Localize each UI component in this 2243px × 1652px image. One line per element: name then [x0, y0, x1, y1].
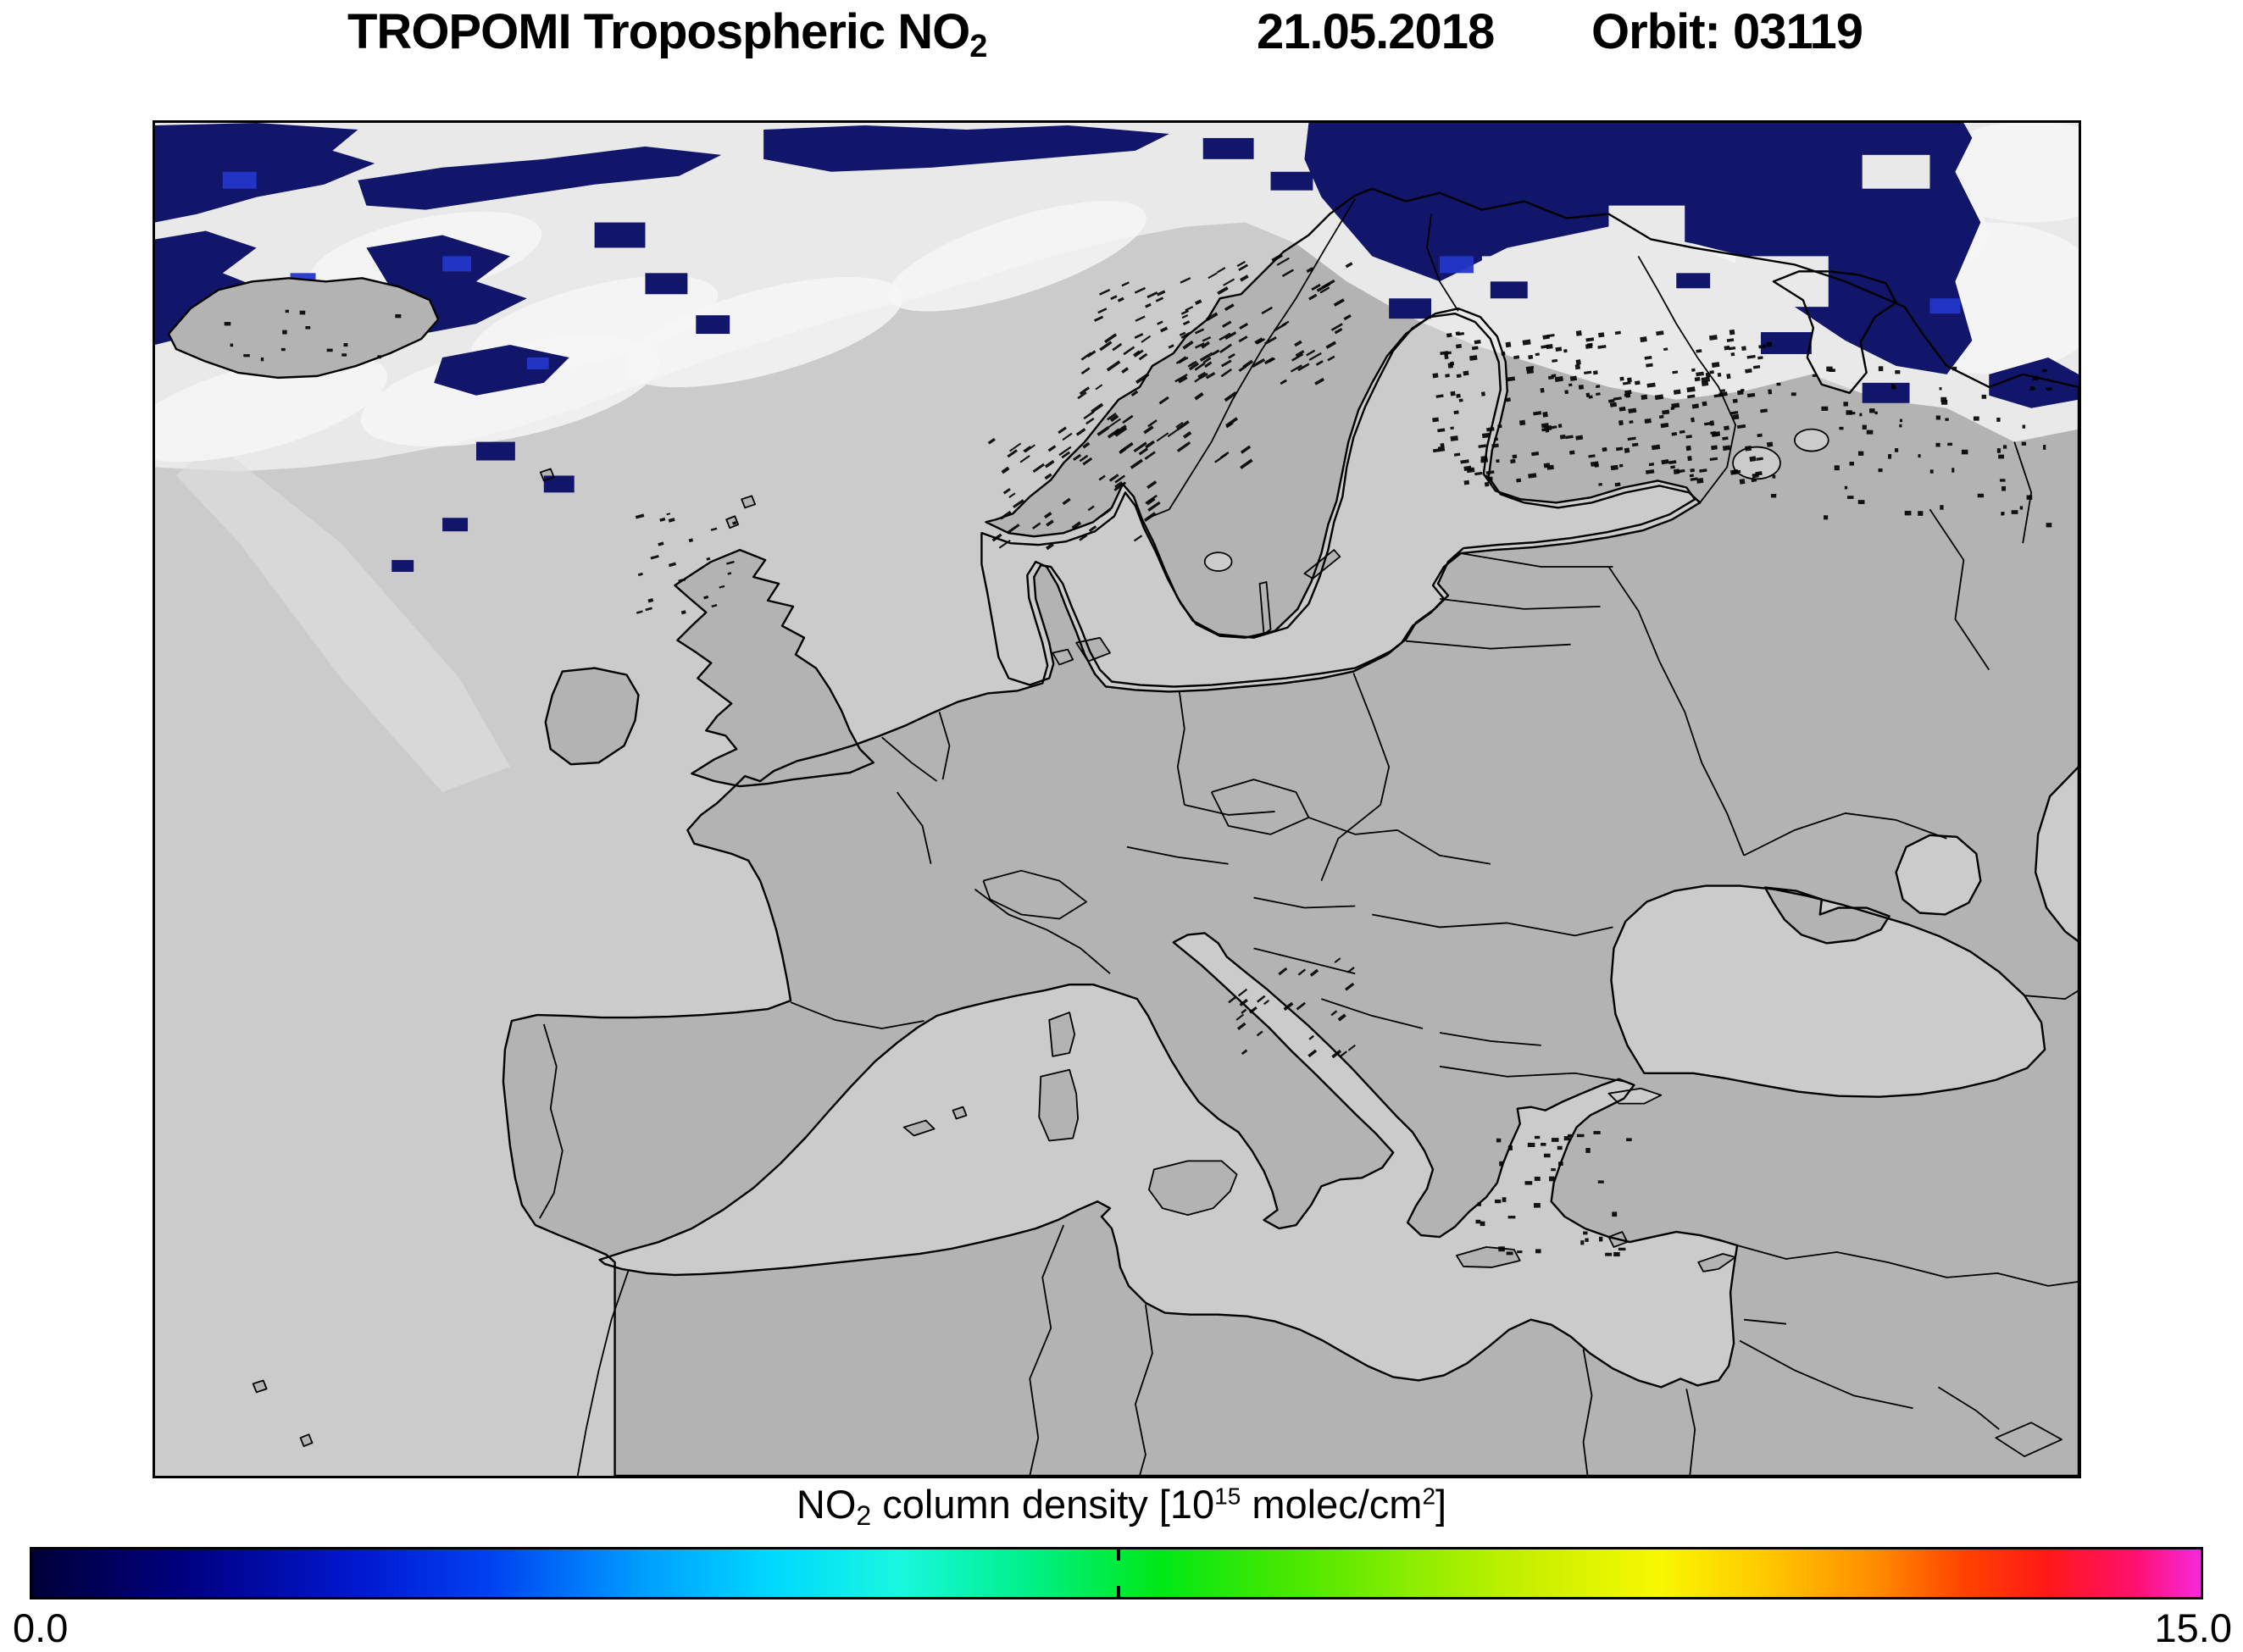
colorbar-label-no: NO	[796, 1482, 857, 1527]
colorbar-label-end: ]	[1435, 1482, 1447, 1527]
coastline-layer	[167, 187, 2079, 1476]
terrain-speckles	[224, 253, 2052, 1257]
colorbar-max-value: 15.0	[2154, 1605, 2232, 1650]
swath-scandinavia	[1304, 123, 1981, 374]
title-subscript: 2	[969, 29, 988, 64]
figure-title: TROPOMI Tropospheric NO2	[347, 3, 987, 64]
map-panel	[153, 120, 2081, 1478]
cloud-wedge	[175, 441, 510, 793]
colorbar-label: NO2 column density [1015 molec/cm2]	[0, 1481, 2243, 1531]
title-text: TROPOMI Tropospheric NO	[347, 4, 970, 59]
colorbar-label-exp2: 2	[1422, 1483, 1436, 1510]
figure-title-row: TROPOMI Tropospheric NO2 21.05.2018 Orbi…	[0, 3, 2243, 64]
colorbar-label-exp: 15	[1214, 1483, 1241, 1510]
colorbar-mid-tick-bottom	[1116, 1586, 1120, 1597]
border-layer	[539, 198, 2079, 1476]
observation-date: 21.05.2018	[1257, 4, 1495, 59]
colorbar	[30, 1547, 2203, 1599]
europe-map	[155, 123, 2079, 1476]
colorbar-mid-tick-top	[1116, 1549, 1120, 1561]
colorbar-min-value: 0.0	[13, 1605, 69, 1650]
swath-layer	[155, 123, 2079, 793]
orbit-number: Orbit: 03119	[1591, 4, 1863, 59]
colorbar-label-mid: column density [10	[871, 1482, 1215, 1527]
colorbar-label-unit: molec/cm	[1241, 1482, 1423, 1527]
colorbar-label-sub: 2	[856, 1500, 872, 1531]
land-layer	[253, 188, 2079, 1476]
